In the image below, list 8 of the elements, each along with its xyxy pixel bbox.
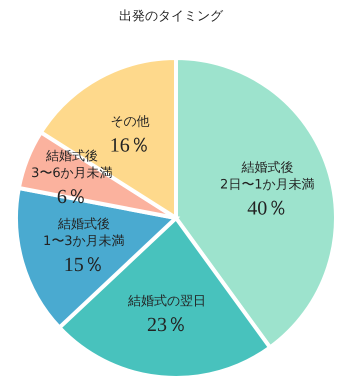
data-label: 15％ (64, 254, 104, 276)
chart-title: 出発のタイミング (118, 8, 224, 25)
slice-label: その他 (110, 114, 150, 130)
data-label: 40％ (247, 197, 288, 220)
data-label: 23％ (146, 314, 187, 336)
slice-label: 結婚式の翌日 (126, 294, 206, 310)
slice-label: 結婚式後 1〜3か月未満 (43, 216, 125, 249)
slice-label: 結婚式後 2日〜1か月未満 (220, 160, 315, 192)
